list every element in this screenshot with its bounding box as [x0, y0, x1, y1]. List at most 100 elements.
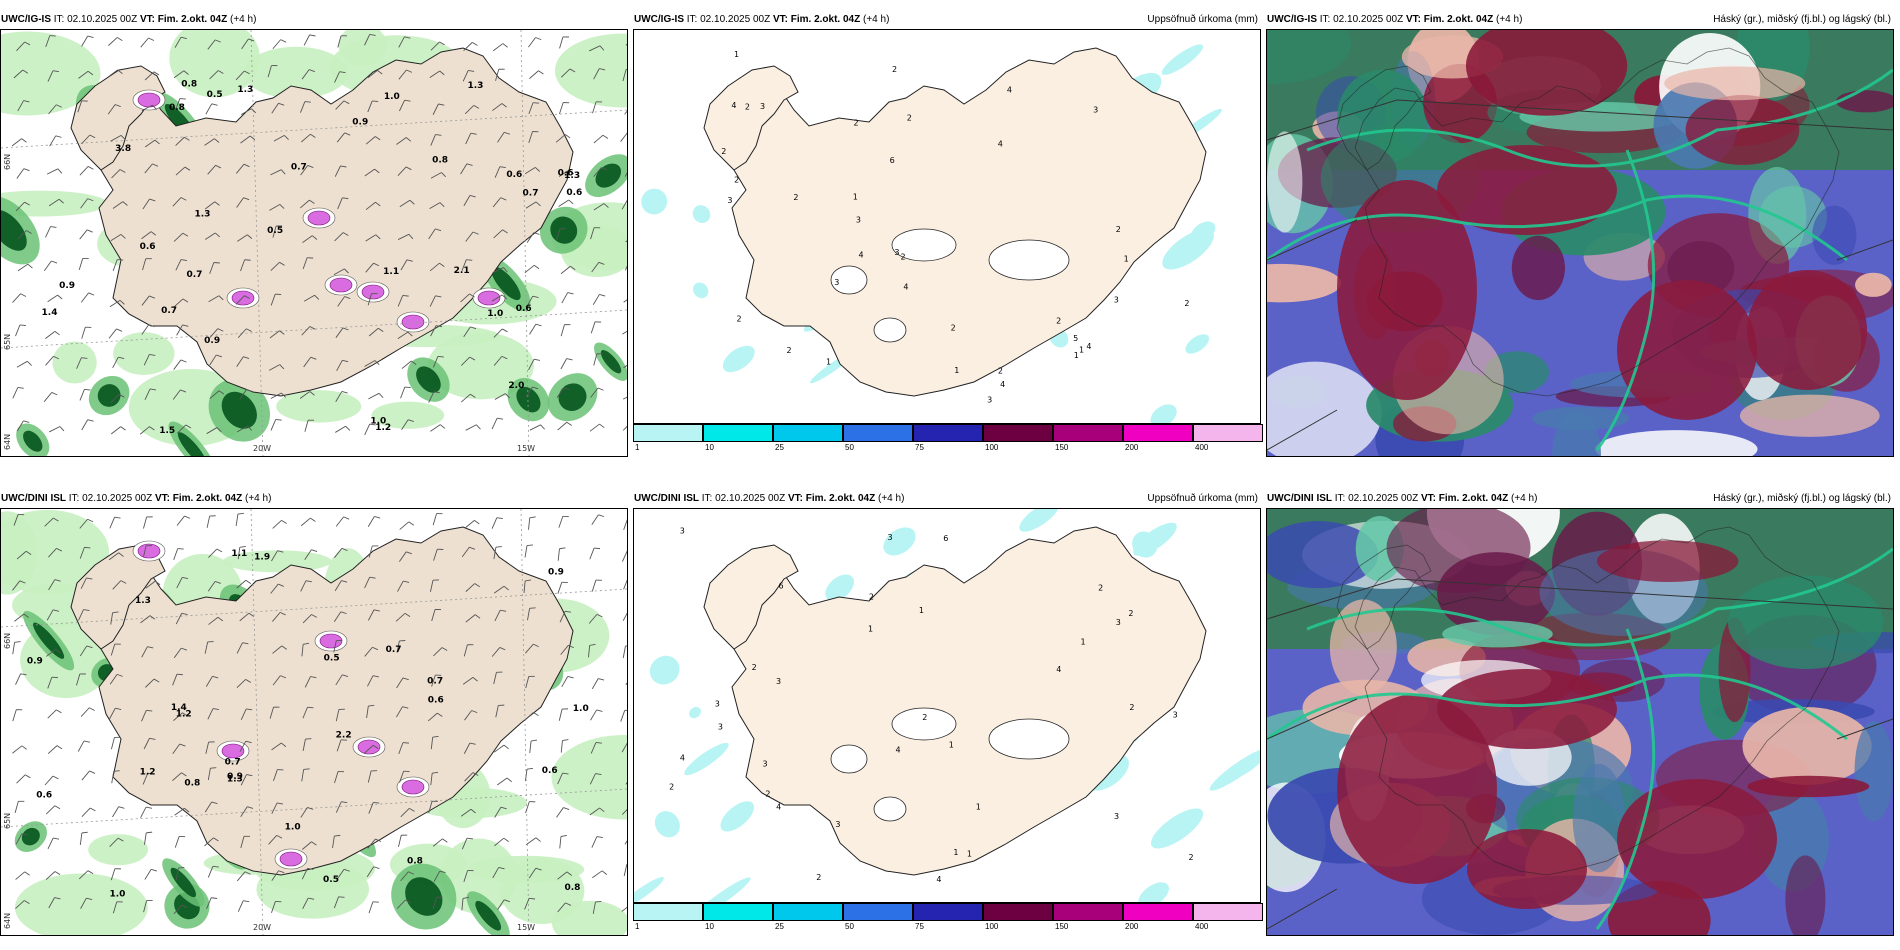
wind-barb — [303, 34, 311, 46]
wind-barb-flag — [81, 357, 88, 359]
wind-barb — [15, 324, 21, 337]
wind-barb-flag — [570, 265, 576, 271]
wind-barb — [79, 518, 88, 529]
wind-barb — [528, 359, 535, 371]
value-label: 2 — [793, 193, 798, 202]
wind-barb — [463, 326, 471, 338]
wind-barb — [207, 39, 216, 50]
land-precip-patch — [689, 706, 701, 719]
wind-barb-flag — [275, 418, 282, 421]
wind-barb — [112, 259, 118, 272]
value-label: 0.9 — [548, 568, 564, 578]
wind-barb — [431, 609, 436, 622]
wind-barb — [17, 263, 29, 272]
cloud-patch — [1685, 95, 1800, 165]
wind-barb — [497, 899, 505, 910]
wind-barb-flag — [533, 358, 541, 361]
wind-barb — [140, 615, 151, 624]
light-precip-patch — [427, 332, 534, 400]
wind-barb-flag — [374, 360, 380, 366]
wind-barb-flag — [533, 102, 540, 104]
wind-barb — [240, 108, 252, 115]
wind-barb — [12, 642, 16, 655]
colorbar-tick-label: 50 — [845, 922, 854, 931]
wind-barb-flag — [52, 775, 59, 780]
wind-barb — [465, 424, 477, 431]
cloud-patch — [1267, 131, 1303, 233]
wind-barb-flag — [87, 518, 94, 523]
wind-barb — [397, 233, 410, 240]
value-label: 3.8 — [115, 144, 131, 154]
wind-barb-flag — [378, 393, 384, 399]
wind-barb — [460, 293, 470, 303]
value-label: 0.6 — [558, 169, 574, 179]
wind-barb-flag — [406, 259, 413, 262]
wind-barb — [589, 807, 600, 816]
wind-barb — [430, 134, 436, 146]
wind-barb-flag — [245, 740, 252, 744]
wind-barb-flag — [506, 777, 512, 783]
wind-barb — [110, 643, 116, 656]
wind-barb — [558, 708, 563, 721]
westfjords-land — [703, 65, 799, 171]
value-label: 4 — [731, 101, 736, 110]
wind-barb — [525, 643, 534, 654]
wind-barb — [16, 360, 28, 368]
colorbar-tick-label: 10 — [705, 443, 714, 452]
wind-barb — [240, 259, 246, 272]
wind-barb — [396, 640, 400, 653]
wind-barb — [240, 806, 248, 817]
wind-barb — [107, 104, 116, 115]
wind-barb — [623, 364, 627, 369]
wind-barb-flag — [279, 611, 286, 616]
light-precip-patch — [634, 877, 664, 902]
wind-barb-flag — [342, 232, 349, 236]
high-cloud-mass — [1617, 779, 1777, 899]
wind-barb-flag — [311, 614, 317, 618]
wind-barb — [464, 710, 472, 721]
wind-barb — [557, 421, 568, 431]
wind-barb — [111, 169, 121, 179]
value-label: 3 — [888, 533, 893, 542]
wind-barb-flag — [217, 616, 224, 622]
vt-label: VT: Fim. 2.okt. 04Z — [1420, 493, 1509, 504]
wind-barb — [621, 906, 627, 912]
wind-barb — [110, 426, 121, 435]
wind-barb-flag — [247, 234, 253, 239]
convective-patch — [477, 290, 501, 306]
value-label: 2 — [907, 113, 912, 122]
value-label: 1.0 — [573, 704, 589, 714]
wind-barb — [111, 771, 115, 784]
value-label: 3 — [1116, 618, 1121, 627]
wind-barb-flag — [567, 292, 574, 295]
wind-barb-flag — [375, 838, 382, 842]
wind-barb — [496, 777, 508, 786]
wind-barb — [173, 904, 183, 915]
light-precip-patch — [1132, 531, 1158, 558]
wind-map-canvas: 0.5 1.0 0.7 0.9 0.6 0.8 1.1 0.9 1.3 1.0 0.8 0.6 0.9 0… — [1, 30, 627, 456]
wind-barb — [44, 517, 54, 527]
wind-barb — [431, 674, 436, 687]
value-label: 0.9 — [59, 281, 75, 291]
wind-barb-flag — [375, 136, 381, 141]
wind-barb — [14, 801, 19, 813]
high-cloud-mass — [1337, 694, 1497, 884]
it-value: 02.10.2025 00Z — [700, 14, 771, 25]
value-label: 0.9 — [204, 336, 220, 346]
wind-barb-flag — [378, 327, 384, 333]
wind-barb — [460, 356, 471, 366]
wind-barb — [560, 740, 563, 753]
wind-barb — [559, 611, 566, 623]
wind-barb-flag — [86, 577, 93, 580]
wind-barb-flag — [404, 386, 411, 389]
wind-barb-flag — [243, 356, 250, 359]
westfjords-outline — [1336, 544, 1432, 650]
wind-barb — [12, 580, 21, 591]
wind-barb — [363, 745, 374, 754]
wind-barb-flag — [279, 204, 285, 209]
wind-barb — [176, 324, 183, 336]
wind-barb-flag — [115, 104, 121, 108]
wind-barb-flag — [120, 135, 126, 140]
wind-barb-flag — [245, 679, 251, 683]
